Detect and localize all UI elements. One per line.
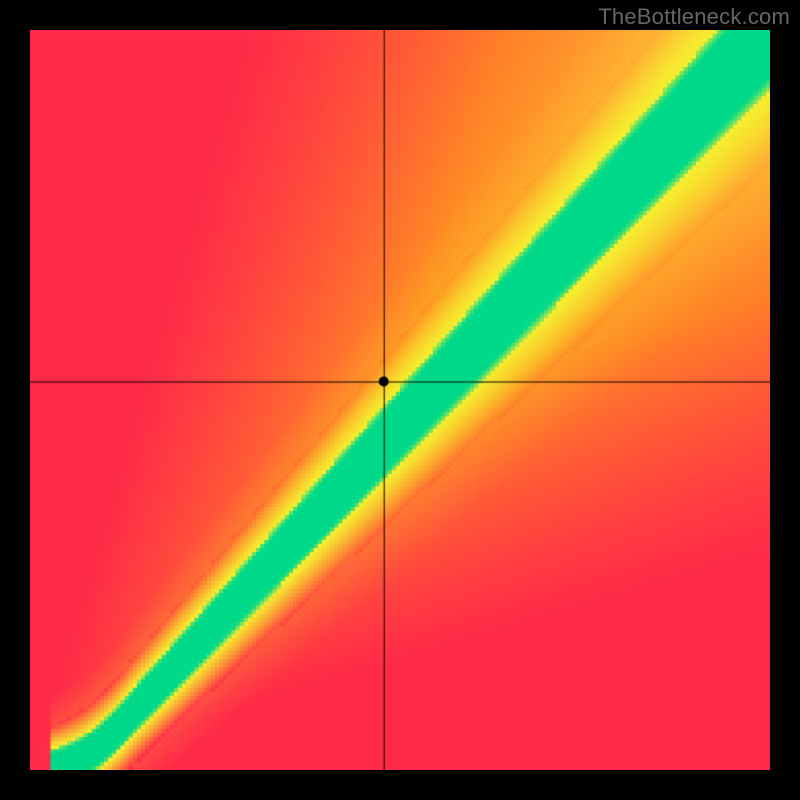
overlay-canvas <box>30 30 770 770</box>
watermark-text: TheBottleneck.com <box>598 4 790 30</box>
chart-container: TheBottleneck.com <box>0 0 800 800</box>
